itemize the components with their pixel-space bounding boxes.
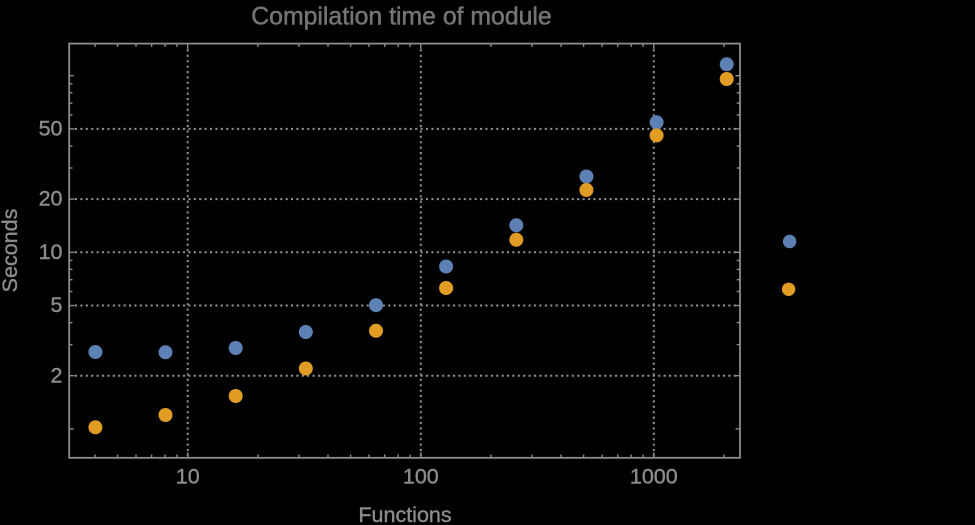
svg-text:Seconds: Seconds — [0, 209, 22, 293]
svg-text:1000: 1000 — [630, 464, 678, 488]
svg-text:20: 20 — [39, 187, 63, 211]
svg-text:100: 100 — [403, 464, 439, 488]
svg-text:5: 5 — [51, 293, 63, 317]
svg-text:10: 10 — [39, 240, 63, 264]
svg-text:50: 50 — [39, 117, 63, 141]
svg-text:2: 2 — [51, 363, 63, 387]
svg-text:10: 10 — [176, 464, 200, 488]
svg-text:Compilation time of module: Compilation time of module — [251, 4, 551, 31]
svg-text:Functions: Functions — [358, 503, 451, 525]
